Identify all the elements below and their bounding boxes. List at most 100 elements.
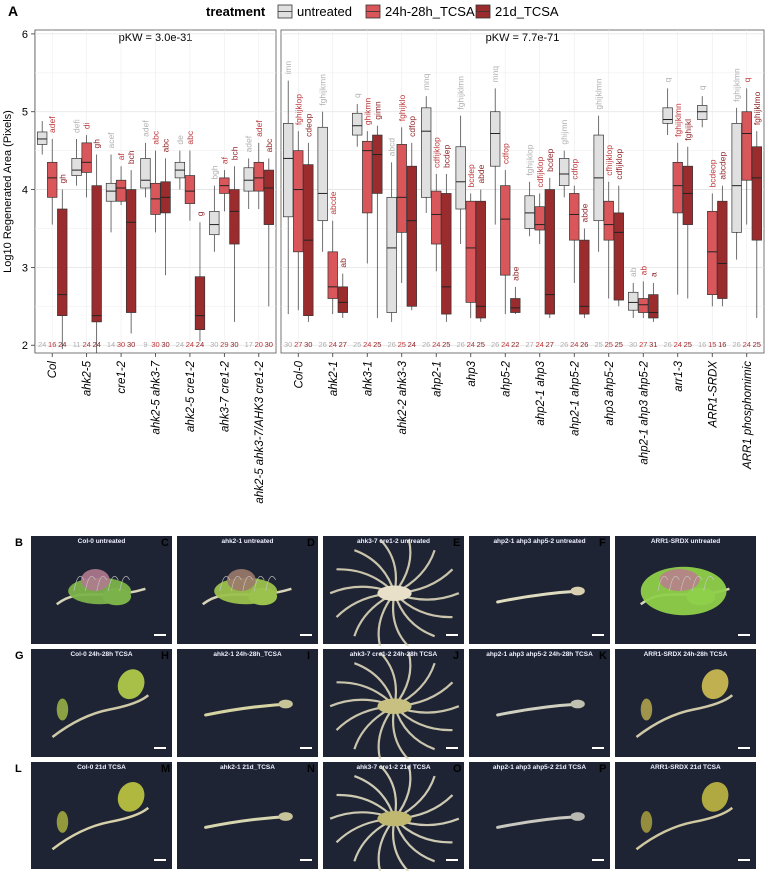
photo-caption: Col-0 untreated — [77, 538, 126, 545]
genotype-group: fghijklop 27 cdfijklop 24 bcdep 27 ahp2-1 ahp3 — [524, 30, 555, 426]
sample-size-label: 29 — [220, 340, 228, 349]
sample-size-label: 30 — [304, 340, 312, 349]
sample-size-label: 25 — [477, 340, 485, 349]
significance-letters: cdfijklop — [535, 156, 545, 187]
seedling-illustration — [51, 669, 150, 738]
box-rect — [579, 239, 590, 315]
photo-panel-g: G Col-0 24h-28h TCSA — [15, 648, 173, 758]
panel-1: pKW = 3.0e-3124adef16gh24Coldefi11di24gh… — [34, 29, 277, 504]
box-rect — [441, 193, 452, 315]
x-tick-label: ahk2-1 — [328, 361, 340, 396]
significance-letters: ab — [338, 258, 348, 268]
box-rect — [71, 158, 82, 176]
sample-size-label: 27 — [526, 340, 534, 349]
legend-title: treatment — [206, 4, 266, 19]
box-rect — [510, 298, 521, 313]
scale-bar — [300, 747, 312, 749]
box-rect — [317, 126, 328, 222]
significance-letters: a — [648, 272, 658, 277]
genotype-group: defi 11 di 24 gh 24 ahk2-5 — [71, 30, 102, 396]
x-tick-label: ahk2-5 ahk3-7/AHK3 cre1-2 — [254, 360, 266, 503]
sample-size-label: 11 — [73, 340, 81, 349]
significance-letters: q — [697, 85, 707, 90]
significance-letters: cdfijklop — [431, 137, 441, 168]
sample-size-label: 14 — [107, 340, 115, 349]
sample-size-label: 25 — [684, 340, 692, 349]
box-rect — [697, 105, 708, 120]
x-tick-label: ahp2-1 — [431, 361, 443, 397]
y-tick-label: 6 — [22, 29, 28, 41]
sample-size-label: 25 — [595, 340, 603, 349]
genotype-group: adef 17 adef 20 abc 30 ahk2-5 ahk3-7/AHK3 cre1… — [243, 30, 274, 504]
x-tick-label: ahp5-2 — [500, 360, 512, 396]
x-tick-label: ahk3-1 — [362, 361, 374, 396]
box-rect — [81, 142, 92, 173]
sample-size-label: 24 — [570, 340, 578, 349]
significance-letters: cdeop — [303, 113, 313, 136]
significance-letters: mnq — [421, 73, 431, 90]
seedling-illustration — [635, 782, 734, 851]
box-rect — [648, 294, 659, 319]
photo-letter: N — [307, 763, 315, 775]
sample-size-label: 30 — [230, 340, 238, 349]
panel-label: A — [8, 3, 18, 19]
scale-bar — [446, 859, 458, 861]
box-rect — [352, 112, 363, 136]
box-rect — [37, 131, 48, 145]
box-rect — [717, 200, 728, 299]
box-rect — [396, 144, 407, 233]
photo-letter: K — [599, 650, 607, 662]
significance-letters: gh — [92, 139, 102, 149]
significance-letters: bch — [229, 146, 239, 160]
box-rect — [362, 140, 373, 214]
significance-letters: af — [219, 156, 229, 164]
seedling-illustration — [329, 538, 460, 646]
box-rect — [672, 161, 683, 214]
box-rect — [465, 200, 476, 303]
significance-letters: imn — [283, 61, 293, 75]
sample-size-label: 24 — [501, 340, 509, 349]
sample-size-label: 26 — [388, 340, 396, 349]
sample-size-label: 27 — [294, 340, 302, 349]
photo-caption: Col-0 24h-28h TCSA — [70, 651, 133, 658]
photo-letter: O — [453, 763, 462, 775]
box-rect — [372, 134, 383, 194]
significance-letters: fghijklmn — [732, 68, 742, 102]
photo-caption: ahp2-1 ahp3 ahp5-2 24h-28h TCSA — [486, 651, 593, 658]
sample-size-label: 24 — [408, 340, 416, 349]
sample-size-label: 20 — [255, 340, 263, 349]
scale-bar — [154, 747, 166, 749]
sample-size-label: 31 — [649, 340, 657, 349]
box-rect — [751, 146, 762, 241]
photo-caption: ahk3-7 cre1-2 24h-28h TCSA — [349, 651, 438, 658]
box-rect — [662, 107, 673, 124]
significance-letters: adef — [244, 135, 254, 152]
genotype-group: adef 9 abc 30 abc 30 ahk2-5 ahk3-7 — [140, 30, 171, 435]
sample-size-label: 9 — [143, 340, 147, 349]
significance-letters: fghijklop — [525, 144, 535, 175]
box-rect — [115, 179, 127, 202]
sample-size-label: 26 — [319, 340, 327, 349]
sample-size-label: 25 — [442, 340, 450, 349]
photo-panel-f: F ARR1-SRDX untreated — [599, 535, 757, 645]
significance-letters: abc — [264, 138, 274, 152]
x-tick-label: ahp3 — [466, 360, 478, 386]
x-tick-label: ahp2-1 ahp3 ahp5-2 — [638, 360, 650, 464]
y-axis-label: Log10 Regenerated Area (Pixels) — [2, 110, 14, 273]
box-rect — [682, 165, 693, 225]
box-rect — [475, 200, 486, 319]
significance-letters: fghijkmn — [318, 74, 328, 106]
significance-letters: adef — [47, 116, 57, 133]
significance-letters: gimn — [372, 101, 382, 120]
photo-panel-p: P ARR1-SRDX 21d TCSA — [599, 761, 757, 870]
photo-caption: ARR1-SRDX 24h-28h TCSA — [643, 651, 728, 658]
box-rect — [194, 276, 206, 331]
sample-size-label: 24 — [467, 340, 475, 349]
significance-letters: q — [352, 93, 362, 98]
sample-size-label: 26 — [560, 340, 568, 349]
photo-letter: B — [15, 537, 23, 549]
